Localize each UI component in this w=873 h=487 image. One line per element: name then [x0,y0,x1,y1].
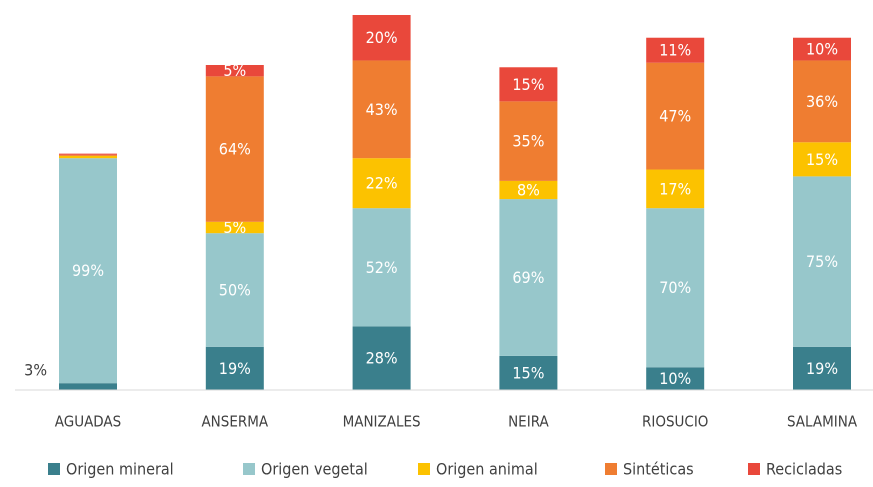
legend-swatch [418,463,430,475]
data-label: 10% [659,369,691,388]
x-tick-label: NEIRA [508,413,549,431]
bar-segment [352,208,411,327]
bar-segment [793,176,851,347]
data-label: 43% [366,100,398,119]
bar-segment [499,355,558,390]
legend-swatch [48,463,60,475]
bar-segment [59,153,117,155]
legend-swatch [605,463,617,475]
legend-swatch [748,463,760,475]
x-tick-label: ANSERMA [201,413,268,431]
bar-segment [499,199,558,356]
bar-segment [499,101,558,181]
bar-segment [646,169,705,209]
data-label: 10% [806,40,838,59]
data-label: 19% [806,359,838,378]
bar-segment [793,142,851,177]
bar-segment [352,158,411,209]
x-tick-label: AGUADAS [55,413,121,431]
data-label: 35% [512,132,544,151]
data-label: 15% [512,75,544,94]
legend-label: Recicladas [766,460,842,479]
data-label: 11% [659,41,691,60]
legend-swatch [243,463,255,475]
bar-segment [205,76,264,222]
legend-label: Sintéticas [623,460,694,479]
data-label: 28% [366,349,398,368]
data-label: 20% [366,28,398,47]
bar-segment [59,158,117,384]
data-label: 64% [219,140,251,159]
data-label: 3% [24,361,47,380]
bar-segment [205,233,264,347]
bar-segment [793,346,851,390]
bar-segment [646,37,705,63]
data-label: 75% [806,252,838,271]
bar-segment [205,346,264,390]
bar-segment [59,383,117,390]
data-label: 36% [806,92,838,111]
bar-segment [352,326,411,390]
data-label: 50% [219,281,251,300]
bar-segment [352,60,411,159]
legend-label: Origen mineral [66,460,174,479]
data-label: 70% [659,278,691,297]
bar-segment [205,65,264,77]
bar-segment [59,155,117,159]
bar-segment [646,367,705,390]
data-label: 5% [223,218,246,237]
bar-segment [646,208,705,368]
bar-segment [499,67,558,102]
data-label: 8% [517,181,540,200]
bar-segment [205,221,264,234]
data-label: 22% [366,174,398,193]
data-label: 19% [219,359,251,378]
data-label: 47% [659,107,691,126]
x-tick-label: MANIZALES [343,413,421,431]
bar-segment [793,37,851,61]
legend-label: Origen vegetal [261,460,368,479]
data-label: 99% [72,261,104,280]
bar-segment [352,15,411,61]
x-tick-label: RIOSUCIO [642,413,708,431]
data-label: 5% [223,61,246,80]
data-label: 69% [512,268,544,287]
bar-segment [793,60,851,143]
data-label: 52% [366,258,398,277]
data-label: 15% [806,150,838,169]
x-tick-label: SALAMINA [787,413,858,431]
bar-segment [646,62,705,170]
bar-segment [499,180,558,200]
data-label: 15% [512,363,544,382]
bar-segment [59,154,117,156]
legend-label: Origen animal [436,460,538,479]
data-label: 17% [659,179,691,198]
